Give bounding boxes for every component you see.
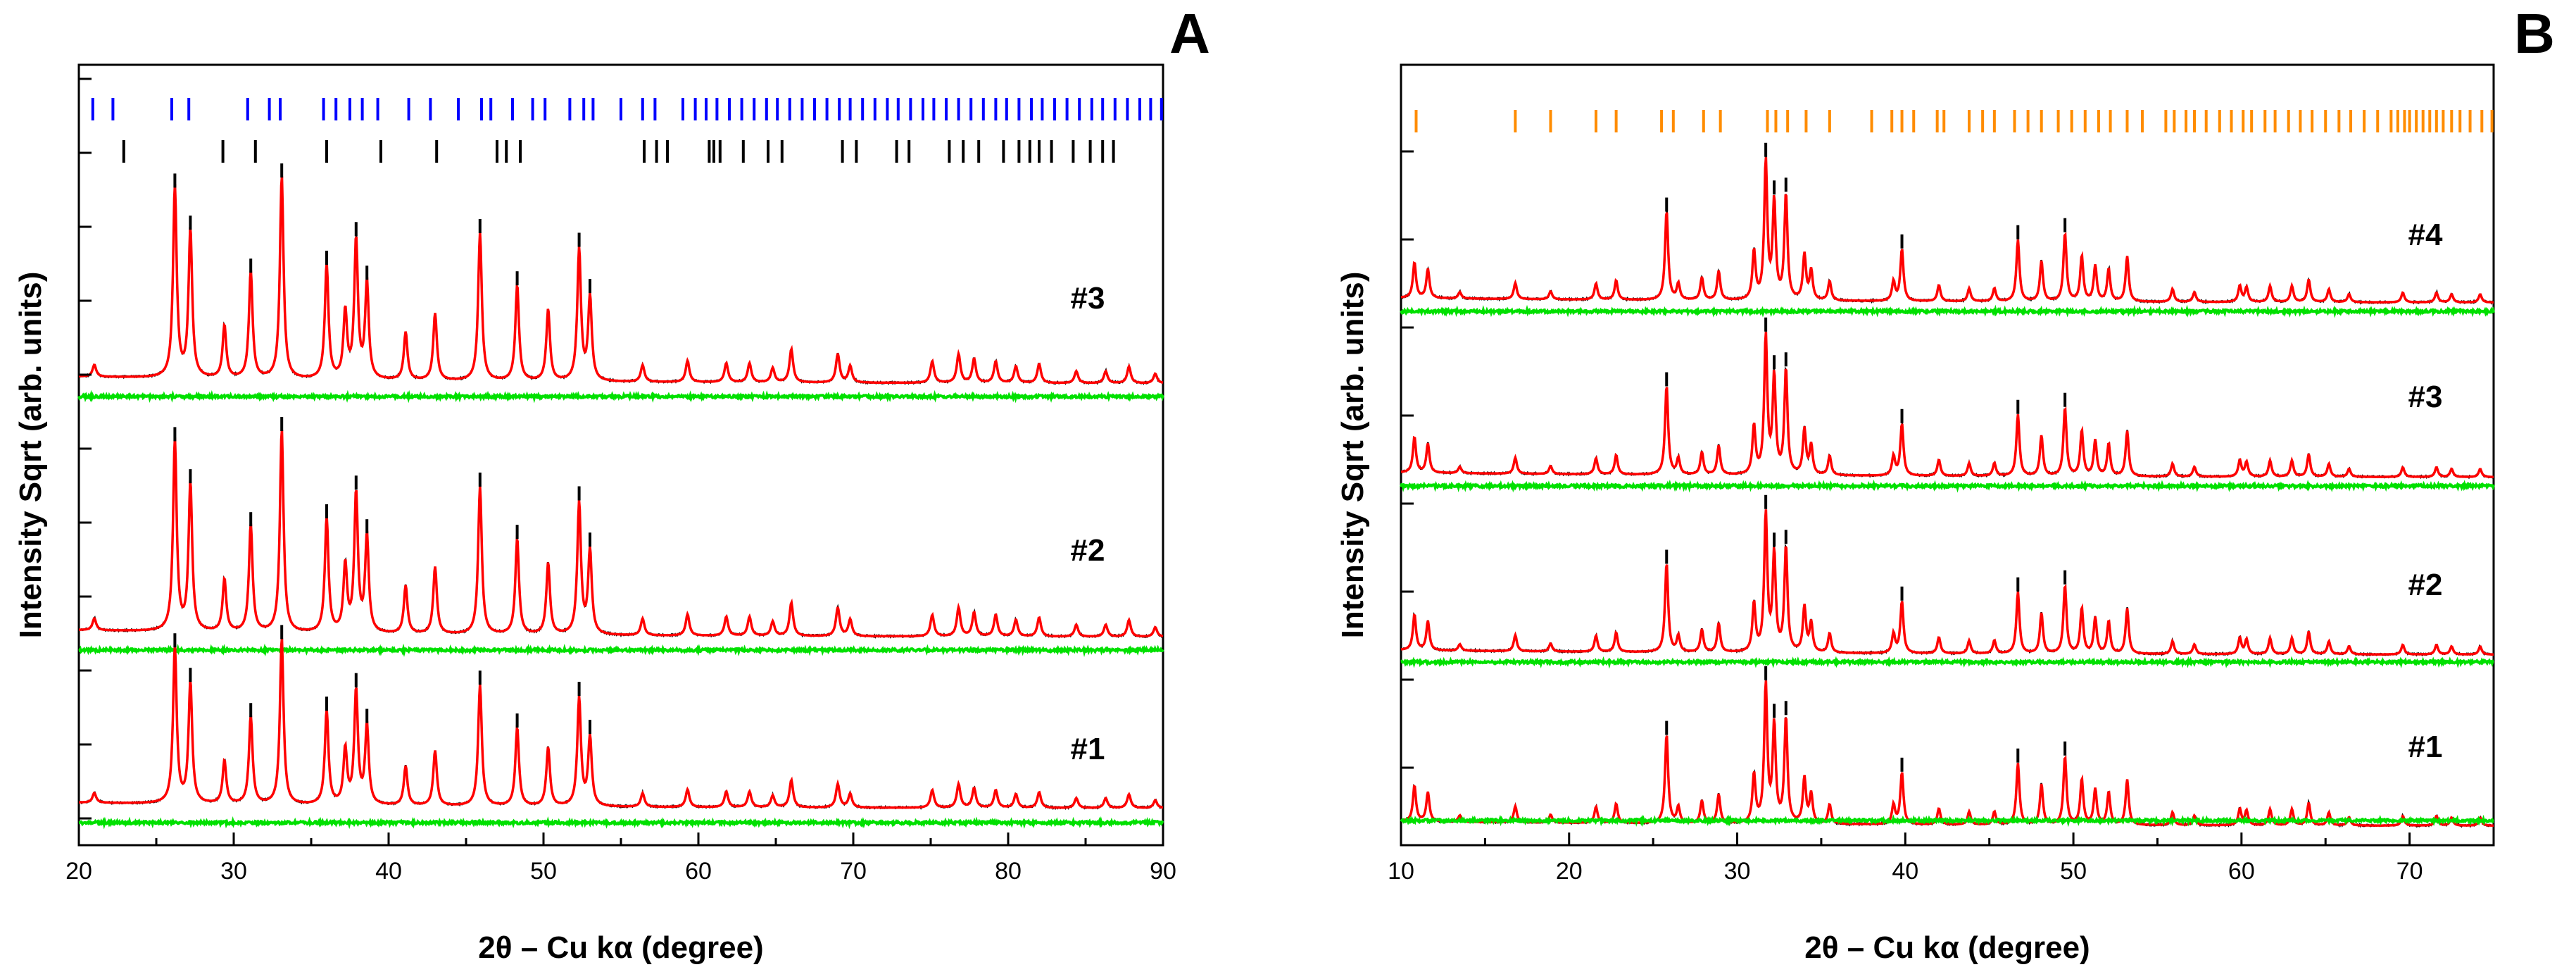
panel-b-x-tick-label: 70 <box>2396 858 2423 885</box>
panel-a-x-tick-label: 70 <box>840 858 867 885</box>
panel-a-observed-line <box>77 175 1164 385</box>
panel-a-calculated-line <box>79 638 1164 809</box>
panel-b-difference-line <box>1400 656 2494 669</box>
panel-a-x-tick-label: 90 <box>1150 858 1176 885</box>
panel-b-difference-line <box>1400 814 2494 828</box>
panel-b-axes: 10 20 30 40 50 60 70 <box>1388 150 2423 885</box>
panel-b-x-tick-label: 40 <box>1892 858 1918 885</box>
panel-a-x-tick-label: 20 <box>65 858 92 885</box>
panel-b-calculated-line <box>1400 157 2494 304</box>
panel-b-x-tick-label: 50 <box>2060 858 2087 885</box>
panel-a-x-tick-label: 40 <box>375 858 402 885</box>
panel-b-observed-line <box>1400 156 2494 305</box>
panel-a-calculated-line <box>79 430 1164 638</box>
panel-b-x-tick-label: 10 <box>1388 858 1414 885</box>
panel-b-x-axis-title: 2θ – Cu kα (degree) <box>1804 930 2090 965</box>
panel-a-x-tick-label: 30 <box>220 858 247 885</box>
panel-a-y-axis-title: Intensity Sqrt (arb. units) <box>13 272 48 639</box>
panel-a-sample-label-1: #1 <box>1071 732 1105 766</box>
panel-b-letter: B <box>2514 2 2555 65</box>
panel-b-plot-area <box>1400 110 2495 828</box>
panel-a-sample-label-3: #3 <box>1071 281 1105 316</box>
panel-b: 10 20 30 40 50 60 70 B 2θ – Cu kα (degree) Int… <box>1336 2 2555 965</box>
panel-b-frame <box>1400 63 2495 847</box>
panel-b-x-tick-label: 30 <box>1724 858 1751 885</box>
panel-a-sample-label-2: #2 <box>1071 533 1105 568</box>
panel-a-difference-line <box>77 389 1164 404</box>
panel-a: 20 30 40 50 60 70 80 90 A 2θ – Cu kα (degree) I… <box>13 2 1210 965</box>
panel-a-plot-area <box>77 98 1164 830</box>
panel-b-calculated-line <box>1400 332 2494 478</box>
panel-a-observed-line <box>77 430 1164 639</box>
panel-b-sample-label-4: #4 <box>2408 218 2443 252</box>
panel-b-observed-line <box>1401 680 2495 828</box>
panel-a-observed-line <box>78 638 1164 811</box>
panel-b-sample-label-3: #3 <box>2408 380 2443 414</box>
panel-a-x-tick-label: 80 <box>995 858 1022 885</box>
panel-b-difference-line <box>1400 479 2495 493</box>
panel-a-frame <box>77 63 1164 847</box>
panel-a-x-tick-label: 50 <box>530 858 557 885</box>
panel-b-difference-line <box>1400 304 2495 318</box>
panel-a-axes: 20 30 40 50 60 70 80 90 <box>65 77 1176 885</box>
panel-b-calculated-line <box>1400 680 2494 827</box>
panel-a-letter: A <box>1169 2 1210 65</box>
panel-b-observed-line <box>1400 510 2494 657</box>
panel-a-difference-line <box>78 816 1164 830</box>
panel-a-calculated-line <box>79 176 1164 385</box>
panel-b-calculated-line <box>1400 509 2494 656</box>
panel-b-observed-line <box>1400 331 2494 480</box>
panel-a-difference-line <box>78 643 1164 657</box>
panel-a-x-axis-title: 2θ – Cu kα (degree) <box>478 930 763 965</box>
panel-b-sample-label-1: #1 <box>2408 730 2443 764</box>
panel-b-x-tick-label: 60 <box>2228 858 2255 885</box>
panel-a-x-tick-label: 60 <box>685 858 712 885</box>
panel-b-y-axis-title: Intensity Sqrt (arb. units) <box>1336 272 1370 639</box>
panel-b-sample-label-2: #2 <box>2408 568 2443 602</box>
panel-b-x-tick-label: 20 <box>1556 858 1583 885</box>
